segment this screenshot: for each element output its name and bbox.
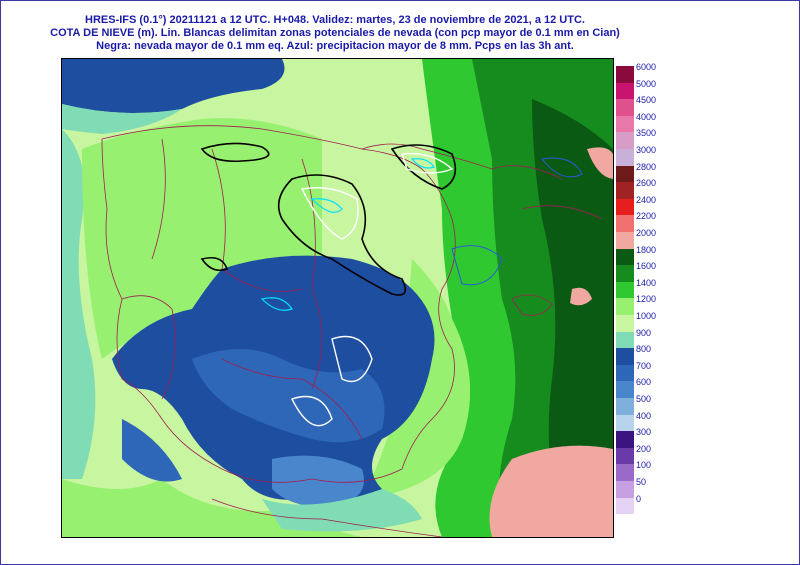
inner-border-3 [301,158,323,390]
legend-swatch [616,481,634,498]
legend-swatch [616,149,634,166]
field-west-interior [82,118,322,359]
legend-swatch [616,66,634,83]
legend-label: 700 [636,360,652,371]
legend-label: 1800 [636,244,657,255]
legend-swatch [616,331,634,349]
cyan-zone-3 [410,158,435,169]
legend-swatch [616,265,634,282]
snow-contour-iberian [277,174,407,296]
legend-label: 500 [636,394,652,404]
field-south-teal [262,489,422,532]
legend-swatch [616,398,634,415]
legend-label: 2000 [636,228,657,238]
inner-border-1 [151,138,166,260]
legend-swatch [616,298,634,315]
legend-swatch [616,115,634,133]
island-border [511,294,553,316]
snowfall-contours [200,142,457,296]
france-border [521,205,603,220]
legend-label: 100 [636,460,652,471]
snow-precip-cyan [260,158,435,311]
legend-swatch [616,414,634,432]
snow-contour-small [200,256,229,272]
snow-contour-cantabria [200,142,270,163]
cyan-zone-1 [310,198,343,213]
map-svg [62,59,613,537]
legend-label: 2400 [636,194,657,205]
legend-label: 6000 [636,62,657,72]
field-atlantic-north [62,59,285,113]
blue-precip-2 [541,157,583,178]
snow-zone-2 [331,335,373,383]
legend-label: 2600 [636,178,657,189]
legend-swatch [616,198,634,216]
legend-label: 50 [636,477,647,487]
snow-zone-1 [300,187,359,240]
legend-swatch [616,348,634,365]
legend-swatch [616,464,634,481]
legend-swatch [616,215,634,232]
legend-swatch [616,248,634,266]
field-atlantic-teal [62,104,182,134]
legend-swatch [616,497,634,515]
legend-label: 1600 [636,261,657,272]
legend-swatch [616,82,634,100]
legend-label: 1000 [636,311,657,321]
borders [101,125,603,537]
legend-label: 200 [636,443,652,454]
inner-border-4 [221,358,363,440]
legend-swatch [616,165,634,183]
field-pink-se [489,445,613,537]
chart-title: HRES-IFS (0.1°) 20211121 a 12 UTC. H+048… [0,14,670,53]
snow-level-map [61,58,614,538]
legend-label: 3000 [636,145,657,155]
field-south-blue [272,455,364,508]
legend-label: 400 [636,410,652,421]
legend-swatch [616,182,634,199]
legend-label: 2800 [636,161,657,172]
legend-swatch [616,99,634,116]
field-east-darkest [532,99,613,537]
snow-contour-pyrenees [390,144,457,190]
legend-swatch [616,232,634,249]
legend-swatch [616,381,634,398]
precip-blue-contours [451,157,583,286]
legend-label: 600 [636,377,652,388]
legend-label: 1400 [636,277,657,288]
title-line-2: COTA DE NIEVE (m). Lin. Blancas delimita… [50,27,620,39]
legend-label: 4000 [636,111,657,122]
legend-swatch [616,132,634,149]
snow-zone-4 [401,152,454,174]
snow-potential-zones [291,152,454,427]
inner-border-2 [211,148,303,292]
pyrenees-border [361,143,563,180]
field-sw-blue [122,419,182,482]
cyan-zone-2 [260,297,293,311]
title-line-1: HRES-IFS (0.1°) 20211121 a 12 UTC. H+048… [85,14,585,26]
title-line-3: Negra: nevada mayor de 0.1 mm eq. Azul: … [96,40,574,52]
legend-swatch [616,315,634,332]
portugal-border [121,295,176,400]
legend-swatch [616,431,634,448]
legend-swatch [616,364,634,382]
legend-label: 5000 [636,78,657,89]
legend-label: 2200 [636,211,657,222]
legend-label: 1200 [636,294,657,305]
legend-label: 900 [636,327,652,338]
legend-swatch [616,281,634,299]
blue-precip-1 [451,245,503,286]
legend-label: 3500 [636,128,657,139]
snow-zone-3 [291,395,333,427]
legend-label: 0 [636,493,642,504]
legend-label: 300 [636,427,652,438]
field-west-teal [62,129,96,479]
legend-swatch [616,447,634,465]
legend-label: 800 [636,344,652,355]
field-central-blue-2 [192,349,385,443]
africa-coast [211,498,443,537]
legend-label: 4500 [636,95,657,106]
field-pink-ne [587,147,613,179]
field-pink-island [570,287,592,306]
